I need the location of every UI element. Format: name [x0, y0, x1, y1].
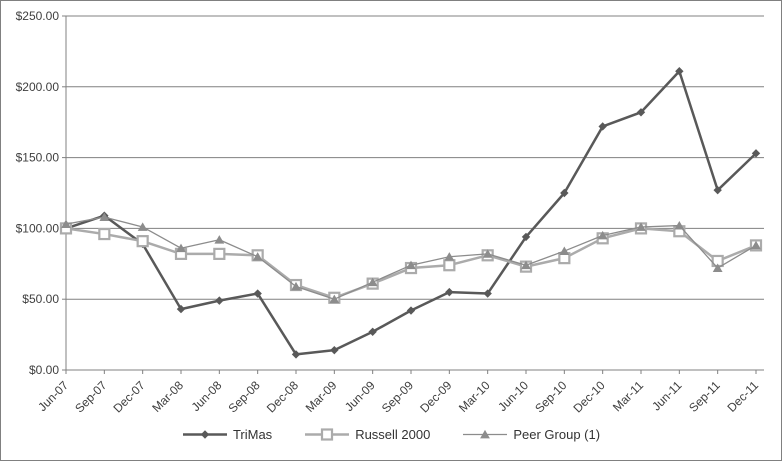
series-peer-group-1	[61, 212, 761, 304]
x-tick-label: Jun-07	[35, 378, 71, 414]
triangle-marker-icon	[176, 243, 186, 253]
square-marker-icon	[98, 227, 111, 241]
triangle-marker-icon	[329, 294, 340, 304]
triangle-marker-icon	[636, 222, 646, 231]
diamond-legend-icon	[182, 430, 227, 439]
triangle-marker-icon	[482, 249, 493, 258]
x-tick-label: Sep-10	[532, 378, 569, 415]
x-tick-label: Dec-11	[724, 378, 761, 415]
legend-label-trimas: TriMas	[232, 427, 273, 442]
triangle-marker-icon	[480, 429, 491, 439]
diamond-marker-icon	[368, 327, 377, 336]
x-tick-label: Mar-09	[303, 378, 340, 415]
x-tick-label: Dec-10	[571, 378, 608, 415]
diamond-marker-icon	[330, 345, 339, 355]
triangle-marker-icon	[61, 219, 71, 229]
y-tick-label: $150.00	[16, 151, 60, 165]
square-marker-icon	[321, 428, 334, 441]
diamond-marker-icon	[751, 149, 761, 158]
diamond-marker-icon	[636, 108, 646, 117]
triangle-marker-icon	[751, 240, 761, 250]
y-tick-label: $250.00	[16, 9, 60, 23]
chart-legend: TriMas Russell 2000 Peer Group (1)	[1, 427, 781, 442]
diamond-marker-icon	[521, 232, 531, 242]
legend-item-russell-2000: Russell 2000	[304, 427, 430, 442]
triangle-legend-icon	[463, 429, 508, 439]
triangle-marker-icon	[99, 212, 110, 221]
triangle-marker-icon	[597, 230, 608, 240]
y-tick-label: $100.00	[16, 221, 60, 235]
diamond-marker-icon	[253, 289, 262, 298]
diamond-marker-icon	[713, 185, 722, 195]
triangle-marker-icon	[559, 246, 570, 255]
square-marker-icon	[443, 259, 456, 272]
x-tick-label: Mar-10	[456, 378, 493, 415]
x-tick-label: Dec-07	[111, 378, 148, 415]
diamond-marker-icon	[176, 304, 186, 314]
triangle-marker-icon	[712, 263, 723, 272]
triangle-marker-icon	[214, 235, 225, 244]
diamond-marker-icon	[200, 430, 210, 439]
x-tick-label: Dec-08	[264, 378, 301, 415]
x-tick-label: Dec-09	[417, 378, 454, 415]
triangle-marker-icon	[521, 260, 531, 270]
triangle-marker-icon	[291, 281, 301, 291]
x-tick-label: Sep-11	[686, 378, 723, 415]
diamond-marker-icon	[406, 306, 416, 315]
y-tick-label: $200.00	[16, 80, 60, 94]
triangle-marker-icon	[367, 277, 378, 287]
legend-label-peer-group-1: Peer Group (1)	[513, 427, 601, 442]
legend-label-russell-2000: Russell 2000	[355, 427, 431, 442]
diamond-marker-icon	[215, 296, 224, 305]
diamond-marker-icon	[445, 287, 454, 297]
diamond-marker-icon	[560, 188, 569, 198]
triangle-marker-icon	[444, 252, 455, 261]
legend-item-peer-group-1: Peer Group (1)	[462, 427, 600, 442]
x-tick-label: Mar-08	[149, 378, 186, 415]
square-open-legend-icon	[305, 428, 350, 441]
diamond-marker-icon	[483, 289, 492, 298]
diamond-marker-icon	[291, 350, 301, 359]
chart-plot-area: $0.00 $50.00 $100.00 $150.00 $200.00 $250.00 J…	[16, 9, 764, 415]
x-tick-label: Jun-08	[189, 378, 225, 414]
y-tick-label: $0.00	[29, 363, 59, 377]
x-tick-label: Mar-11	[610, 378, 646, 414]
x-tick-label: Jun-11	[649, 378, 684, 413]
legend-item-trimas: TriMas	[182, 427, 272, 442]
x-tick-label: Jun-09	[342, 378, 378, 414]
x-tick-label: Sep-08	[226, 378, 263, 415]
square-marker-icon	[136, 235, 149, 248]
diamond-marker-icon	[675, 67, 684, 76]
y-tick-label: $50.00	[22, 292, 59, 306]
triangle-marker-icon	[137, 222, 148, 231]
triangle-marker-icon	[406, 260, 416, 270]
x-tick-label: Sep-09	[379, 378, 416, 415]
x-tick-label: Sep-07	[72, 378, 109, 415]
triangle-marker-icon	[674, 220, 685, 230]
triangle-marker-icon	[252, 252, 263, 261]
series-trimas	[61, 67, 761, 359]
x-tick-label: Jun-10	[495, 378, 531, 414]
square-marker-icon	[213, 247, 226, 260]
